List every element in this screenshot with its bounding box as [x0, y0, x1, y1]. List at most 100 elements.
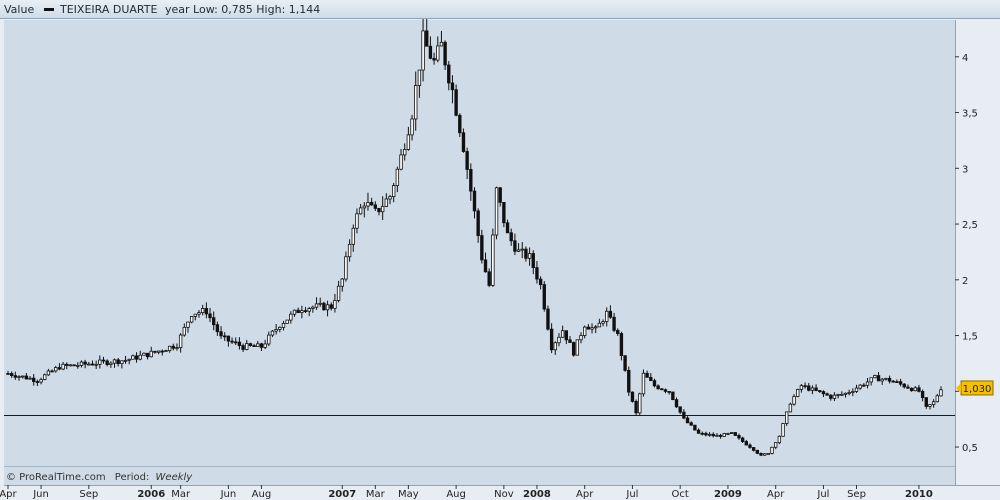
candle	[369, 197, 374, 206]
candle	[605, 307, 609, 327]
x-tick-label: Jun	[220, 489, 237, 500]
candle-body	[660, 388, 664, 391]
candle	[57, 363, 62, 371]
candle-body	[101, 359, 106, 362]
candle	[538, 276, 543, 290]
candle	[568, 336, 572, 343]
x-tick-label: Mar	[171, 489, 191, 500]
candle	[652, 378, 657, 388]
candle-body	[825, 393, 829, 396]
candle	[439, 30, 444, 47]
candle	[807, 382, 811, 392]
candle	[6, 370, 10, 375]
candle-body	[17, 376, 21, 378]
candle-body	[527, 253, 532, 259]
candle-body	[818, 390, 822, 392]
candle	[28, 376, 32, 380]
x-tick-label: 2007	[328, 489, 356, 500]
candle-body	[480, 235, 484, 261]
candle-body	[303, 310, 308, 312]
candle	[432, 52, 436, 65]
candle	[384, 193, 389, 207]
candle	[230, 337, 234, 345]
candle-body	[358, 207, 363, 215]
candle-body	[142, 352, 146, 356]
candle	[450, 75, 455, 104]
candle-body	[403, 149, 407, 156]
candle-body	[21, 375, 25, 378]
candle	[145, 352, 150, 360]
candle	[744, 439, 748, 446]
candle	[902, 383, 906, 389]
candle	[649, 373, 653, 382]
y-tick-label: 4	[962, 53, 968, 64]
candle	[303, 306, 308, 314]
candle	[39, 377, 43, 385]
candle	[818, 390, 822, 393]
y-tick-label: 2,5	[962, 220, 978, 231]
candle-body	[770, 446, 774, 454]
candle-body	[634, 400, 638, 414]
candle-body	[612, 316, 616, 331]
candle-body	[116, 359, 120, 365]
candle-body	[891, 380, 895, 383]
candle	[289, 311, 293, 324]
candle	[898, 378, 903, 387]
candle	[311, 305, 315, 313]
candle-body	[847, 392, 851, 394]
candle	[520, 242, 524, 259]
candle-body	[516, 249, 521, 252]
candle-body	[43, 374, 47, 380]
candle-body	[582, 326, 587, 336]
candle-body	[432, 57, 436, 61]
candle-body	[197, 312, 201, 315]
candle	[733, 432, 737, 436]
candle-body	[858, 384, 862, 389]
candle-body	[505, 222, 510, 234]
candle	[300, 305, 304, 319]
candle-body	[909, 387, 914, 392]
candle	[127, 358, 131, 365]
candle-body	[667, 391, 671, 393]
candle	[197, 310, 201, 318]
candle-body	[917, 387, 921, 392]
candle	[582, 325, 587, 339]
candle-body	[755, 449, 760, 454]
candle	[21, 375, 25, 379]
candle	[131, 354, 135, 360]
candle-body	[575, 339, 580, 356]
candle	[428, 36, 433, 60]
candle-body	[325, 304, 330, 311]
plot-area	[4, 20, 955, 485]
candle-body	[619, 333, 624, 357]
candle-body	[72, 364, 76, 367]
candle-body	[278, 326, 282, 330]
candle	[707, 432, 712, 437]
candle-body	[61, 363, 65, 370]
candle-body	[876, 375, 881, 382]
candle	[116, 358, 120, 367]
candle-body	[608, 310, 613, 318]
candle-body	[568, 339, 572, 343]
candle	[79, 360, 84, 368]
candle-body	[895, 381, 899, 383]
candle-body	[509, 232, 513, 242]
candle-body	[729, 432, 734, 434]
candle	[627, 366, 631, 396]
candle-body	[733, 432, 737, 436]
x-tick-label: 2008	[523, 489, 551, 500]
candle-body	[810, 387, 815, 391]
candle	[476, 208, 480, 243]
candle-body	[414, 85, 418, 120]
candle	[755, 449, 760, 455]
candle	[696, 428, 701, 434]
candle-body	[35, 381, 40, 383]
candle-body	[314, 303, 319, 308]
candle-body	[193, 313, 198, 317]
candle-body	[425, 30, 429, 47]
candle-body	[351, 227, 355, 245]
candle	[682, 409, 686, 420]
candle-body	[178, 334, 183, 348]
candle	[138, 350, 142, 361]
candle-body	[105, 360, 109, 366]
